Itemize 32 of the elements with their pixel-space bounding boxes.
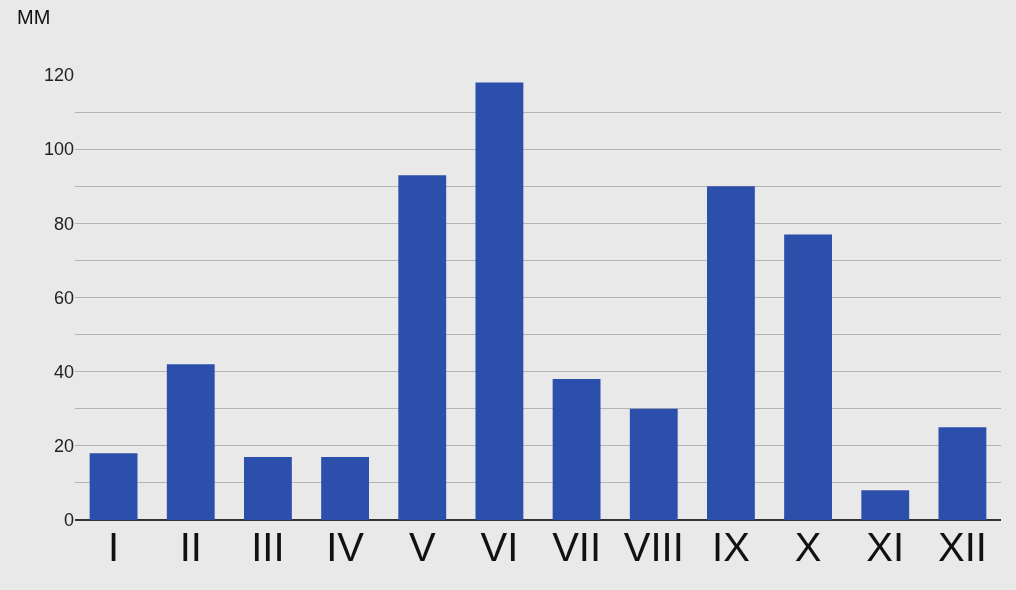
bar xyxy=(89,453,138,520)
bar xyxy=(398,175,447,520)
x-tick-label: II xyxy=(179,525,202,569)
bar xyxy=(552,379,601,520)
x-tick-label: IX xyxy=(712,525,750,569)
bar xyxy=(784,234,833,520)
x-tick-label: XI xyxy=(866,525,905,569)
bar xyxy=(938,427,987,520)
bar xyxy=(861,490,910,520)
bar xyxy=(707,186,755,520)
y-tick-label: 100 xyxy=(43,139,74,160)
y-tick-label: 60 xyxy=(53,287,74,308)
x-tick-label: VIII xyxy=(623,525,684,569)
x-tick-label: III xyxy=(251,525,285,569)
x-tick-label: VI xyxy=(480,525,519,569)
x-tick-label: VII xyxy=(552,525,602,569)
y-axis-title: ММ xyxy=(17,6,51,28)
y-tick-label: 80 xyxy=(53,213,74,234)
bar xyxy=(629,408,678,520)
y-tick-label: 0 xyxy=(63,510,74,531)
bar xyxy=(475,82,524,520)
x-tick-label: X xyxy=(794,525,822,569)
y-tick-label: 40 xyxy=(53,361,74,382)
x-tick-label: I xyxy=(108,525,120,569)
x-tick-label: V xyxy=(408,525,436,569)
x-tick-label: XII xyxy=(937,525,987,569)
y-tick-label: 20 xyxy=(53,436,74,457)
y-tick-label: 120 xyxy=(43,65,74,86)
x-tick-label: IV xyxy=(326,525,365,569)
bar xyxy=(244,456,292,520)
bar xyxy=(166,364,215,520)
bar xyxy=(321,456,370,520)
